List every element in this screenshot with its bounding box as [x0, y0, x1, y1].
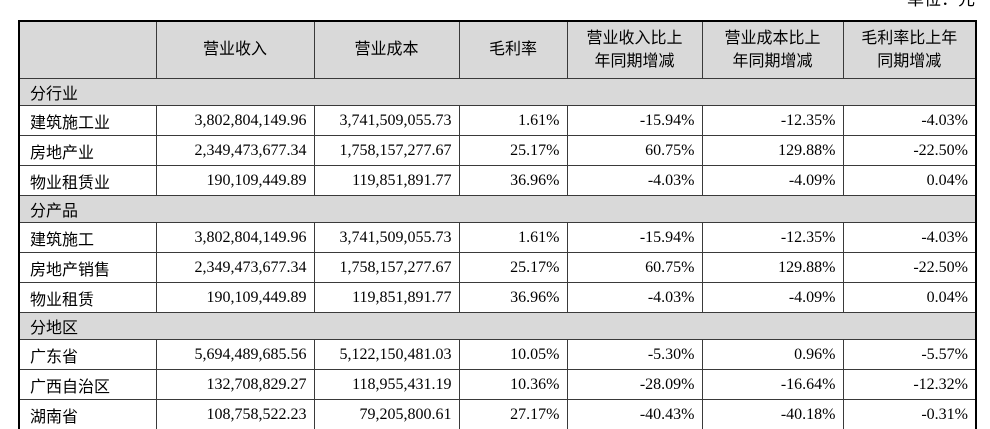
revenue-cell: 3,802,804,149.96 — [155, 105, 315, 136]
cost-cell: 1,758,157,277.67 — [313, 135, 460, 166]
col-header-margin: 毛利率 — [458, 20, 568, 79]
col-header-revenue: 营业收入 — [155, 20, 315, 79]
cost-cell: 3,741,509,055.73 — [313, 222, 460, 253]
margin-cell: 25.17% — [458, 135, 568, 166]
margin-yoy-cell: -4.03% — [842, 105, 977, 136]
margin-yoy-cell: -4.03% — [842, 222, 977, 253]
row-label-cell: 湖南省 — [18, 399, 157, 429]
row-label-cell: 物业租赁 — [18, 282, 157, 313]
cost-cell: 119,851,891.77 — [313, 165, 460, 196]
cost-yoy-cell: -4.09% — [701, 282, 844, 313]
table-row: 建筑施工业 3,802,804,149.96 3,741,509,055.73 … — [18, 105, 977, 136]
cost-cell: 79,205,800.61 — [313, 399, 460, 429]
revenue-yoy-cell: -5.30% — [566, 339, 703, 370]
table-row: 建筑施工 3,802,804,149.96 3,741,509,055.73 1… — [18, 222, 977, 253]
revenue-yoy-cell: -15.94% — [566, 105, 703, 136]
margin-cell: 10.36% — [458, 369, 568, 400]
revenue-yoy-cell: -4.03% — [566, 282, 703, 313]
margin-yoy-cell: -0.31% — [842, 399, 977, 429]
revenue-cell: 3,802,804,149.96 — [155, 222, 315, 253]
revenue-cell: 2,349,473,677.34 — [155, 135, 315, 166]
cost-cell: 118,955,431.19 — [313, 369, 460, 400]
section-title: 分行业 — [18, 78, 977, 106]
margin-cell: 10.05% — [458, 339, 568, 370]
table-row: 湖南省 108,758,522.23 79,205,800.61 27.17% … — [18, 399, 977, 429]
cost-yoy-cell: -40.18% — [701, 399, 844, 429]
corner-cell — [18, 20, 157, 79]
row-label-cell: 物业租赁业 — [18, 165, 157, 196]
revenue-yoy-cell: -15.94% — [566, 222, 703, 253]
section-row-product: 分产品 — [18, 195, 977, 223]
revenue-cell: 2,349,473,677.34 — [155, 252, 315, 283]
cost-yoy-cell: 129.88% — [701, 252, 844, 283]
table-header-row: 营业收入 营业成本 毛利率 营业收入比上 年同期增减 营业成本比上 年同期增减 … — [18, 20, 977, 79]
margin-cell: 1.61% — [458, 105, 568, 136]
revenue-cell: 132,708,829.27 — [155, 369, 315, 400]
cost-yoy-cell: 0.96% — [701, 339, 844, 370]
revenue-cell: 5,694,489,685.56 — [155, 339, 315, 370]
cost-yoy-cell: -12.35% — [701, 222, 844, 253]
table-row: 房地产销售 2,349,473,677.34 1,758,157,277.67 … — [18, 252, 977, 283]
section-row-region: 分地区 — [18, 312, 977, 340]
table-row: 物业租赁 190,109,449.89 119,851,891.77 36.96… — [18, 282, 977, 313]
cost-yoy-cell: -4.09% — [701, 165, 844, 196]
margin-yoy-cell: 0.04% — [842, 165, 977, 196]
cost-cell: 3,741,509,055.73 — [313, 105, 460, 136]
financial-table: 营业收入 营业成本 毛利率 营业收入比上 年同期增减 营业成本比上 年同期增减 … — [18, 20, 977, 429]
revenue-yoy-cell: 60.75% — [566, 135, 703, 166]
row-label-cell: 广西自治区 — [18, 369, 157, 400]
margin-yoy-cell: 0.04% — [842, 282, 977, 313]
col-header-cost-yoy: 营业成本比上 年同期增减 — [701, 20, 844, 79]
revenue-yoy-cell: -4.03% — [566, 165, 703, 196]
revenue-cell: 190,109,449.89 — [155, 165, 315, 196]
revenue-yoy-cell: 60.75% — [566, 252, 703, 283]
margin-yoy-cell: -22.50% — [842, 135, 977, 166]
row-label-cell: 建筑施工 — [18, 222, 157, 253]
cost-cell: 1,758,157,277.67 — [313, 252, 460, 283]
margin-yoy-cell: -12.32% — [842, 369, 977, 400]
margin-cell: 36.96% — [458, 165, 568, 196]
section-row-industry: 分行业 — [18, 78, 977, 106]
revenue-cell: 190,109,449.89 — [155, 282, 315, 313]
margin-cell: 36.96% — [458, 282, 568, 313]
row-label-cell: 建筑施工业 — [18, 105, 157, 136]
cost-cell: 5,122,150,481.03 — [313, 339, 460, 370]
table-row: 物业租赁业 190,109,449.89 119,851,891.77 36.9… — [18, 165, 977, 196]
section-title: 分产品 — [18, 195, 977, 223]
revenue-yoy-cell: -40.43% — [566, 399, 703, 429]
unit-label: 单位：元 — [907, 0, 975, 10]
section-title: 分地区 — [18, 312, 977, 340]
table-row: 广西自治区 132,708,829.27 118,955,431.19 10.3… — [18, 369, 977, 400]
revenue-yoy-cell: -28.09% — [566, 369, 703, 400]
col-header-margin-yoy: 毛利率比上年 同期增减 — [842, 20, 977, 79]
margin-yoy-cell: -5.57% — [842, 339, 977, 370]
table-row: 广东省 5,694,489,685.56 5,122,150,481.03 10… — [18, 339, 977, 370]
margin-yoy-cell: -22.50% — [842, 252, 977, 283]
row-label-cell: 房地产业 — [18, 135, 157, 166]
cost-yoy-cell: -16.64% — [701, 369, 844, 400]
cost-yoy-cell: 129.88% — [701, 135, 844, 166]
table-row: 房地产业 2,349,473,677.34 1,758,157,277.67 2… — [18, 135, 977, 166]
margin-cell: 1.61% — [458, 222, 568, 253]
col-header-revenue-yoy: 营业收入比上 年同期增减 — [566, 20, 703, 79]
revenue-cell: 108,758,522.23 — [155, 399, 315, 429]
row-label-cell: 房地产销售 — [18, 252, 157, 283]
cost-cell: 119,851,891.77 — [313, 282, 460, 313]
margin-cell: 27.17% — [458, 399, 568, 429]
row-label-cell: 广东省 — [18, 339, 157, 370]
col-header-cost: 营业成本 — [313, 20, 460, 79]
cost-yoy-cell: -12.35% — [701, 105, 844, 136]
margin-cell: 25.17% — [458, 252, 568, 283]
